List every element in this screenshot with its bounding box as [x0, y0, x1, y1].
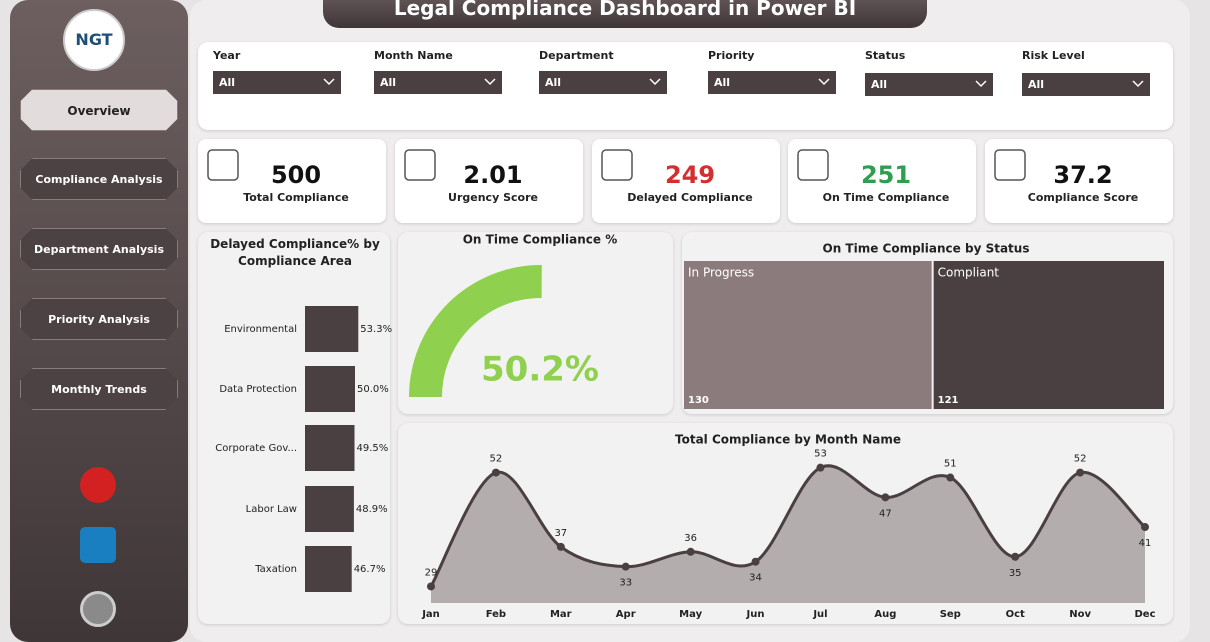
filter-dropdown[interactable]: All [1022, 73, 1150, 96]
gauge-panel [398, 232, 673, 414]
nav-button[interactable]: Overview [20, 89, 178, 131]
filter-dropdown[interactable]: All [539, 71, 667, 94]
filter-dropdown[interactable]: All [708, 71, 836, 94]
kpi-card [395, 139, 583, 223]
filter-label: Year [213, 49, 241, 62]
kpi-card [198, 139, 386, 223]
filter-dropdown[interactable]: All [865, 73, 993, 96]
nav-button[interactable]: Compliance Analysis [20, 158, 178, 200]
line-panel [398, 423, 1173, 624]
linkedin-icon[interactable] [80, 527, 116, 563]
filter-panel [198, 42, 1173, 130]
web-icon[interactable] [80, 591, 116, 627]
filter-label: Month Name [374, 49, 453, 62]
nav-button[interactable]: Monthly Trends [20, 368, 178, 410]
filter-dropdown[interactable]: All [374, 71, 502, 94]
filter-label: Priority [708, 49, 755, 62]
kpi-card [592, 139, 780, 223]
filter-label: Status [865, 49, 906, 62]
filter-label: Risk Level [1022, 49, 1085, 62]
filter-label: Department [539, 49, 614, 62]
chart-title: Delayed Compliance% by Compliance Area [210, 237, 380, 268]
logo: NGT [63, 9, 125, 71]
nav-button[interactable]: Department Analysis [20, 228, 178, 270]
filter-dropdown[interactable]: All [213, 71, 341, 94]
bar-panel [198, 232, 390, 624]
title: Legal Compliance Dashboard in Power BI [323, 0, 927, 28]
kpi-card [985, 139, 1173, 223]
kpi-card [788, 139, 976, 223]
youtube-icon[interactable] [80, 467, 116, 503]
nav-button[interactable]: Priority Analysis [20, 298, 178, 340]
treemap-panel [682, 232, 1173, 414]
